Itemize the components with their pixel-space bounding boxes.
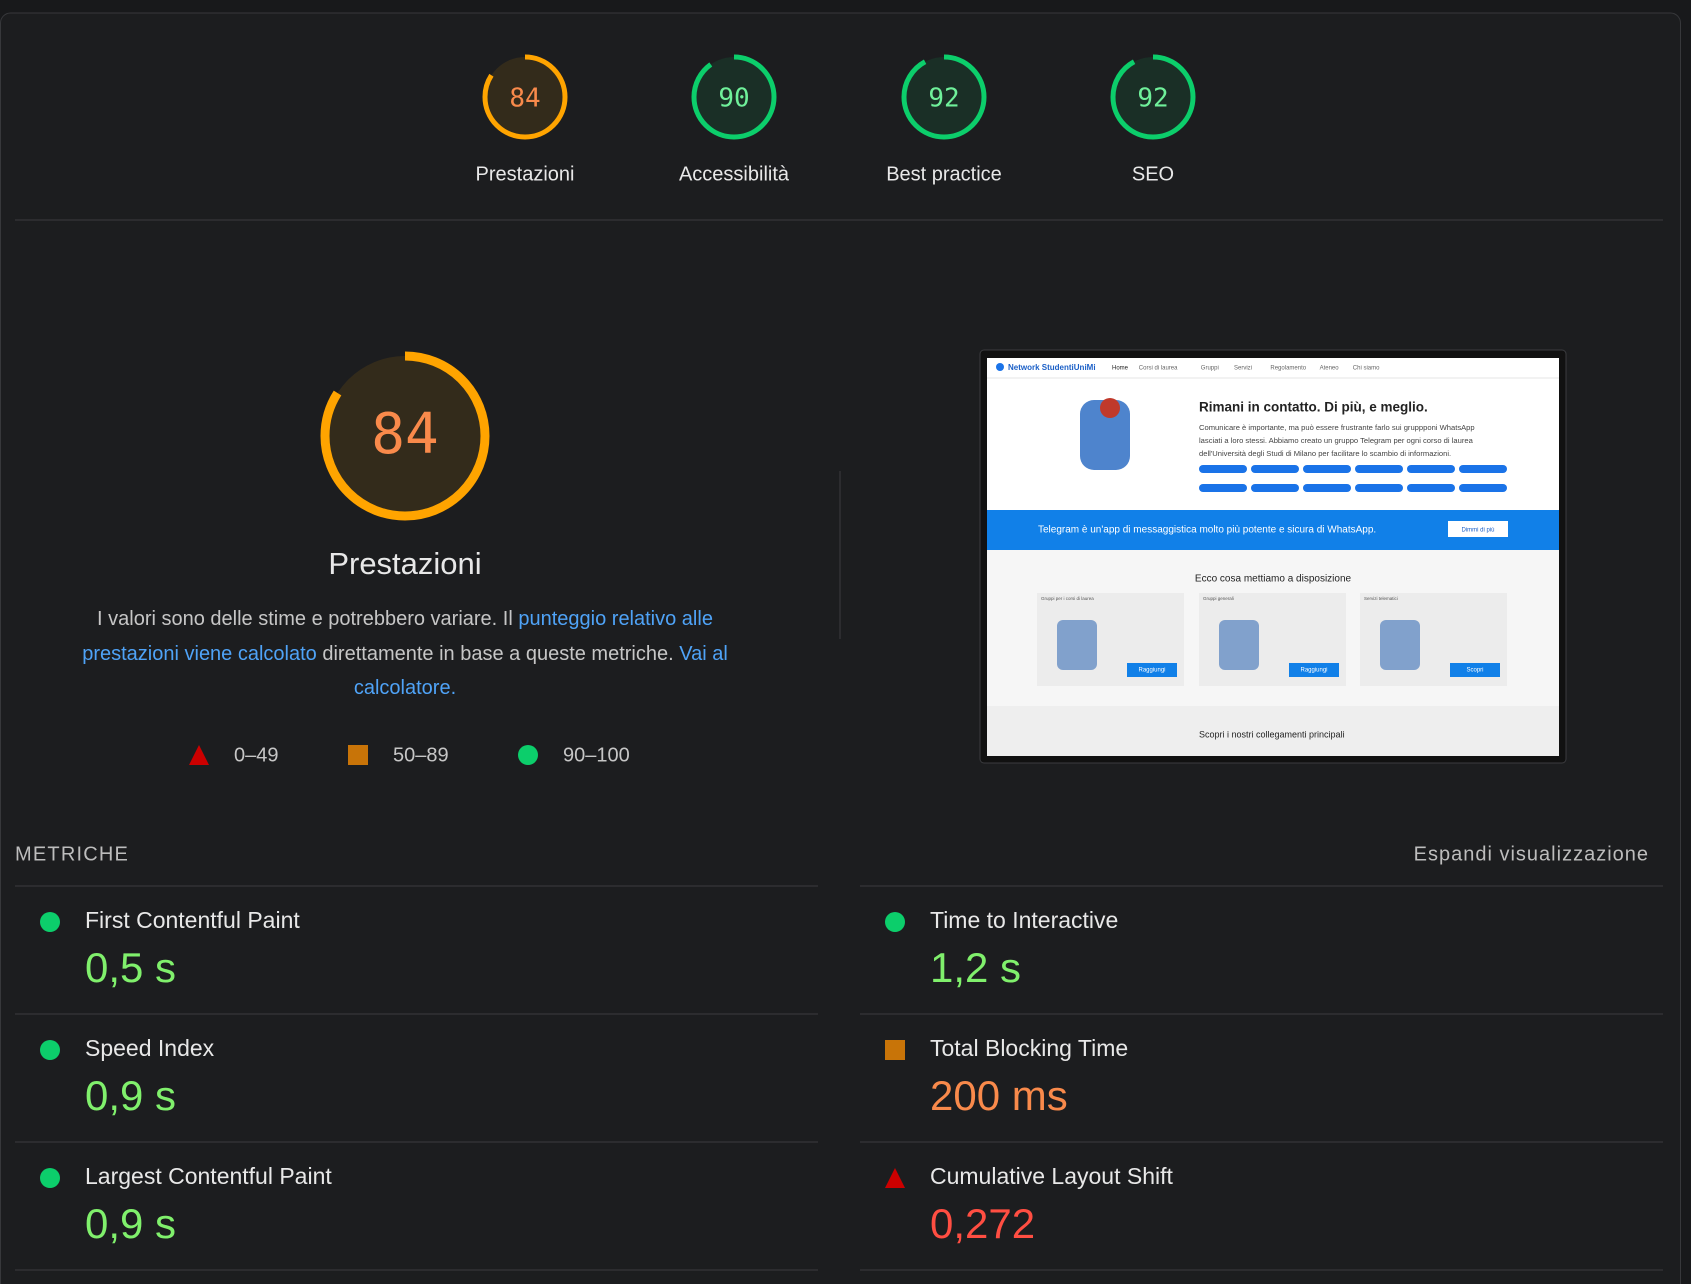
- gauge-label: Accessibilità: [679, 163, 790, 185]
- metric-value: 200 ms: [930, 1072, 1068, 1119]
- gauge-label: Best practice: [886, 163, 1002, 185]
- gauge-label: SEO: [1132, 163, 1174, 185]
- tag: [1303, 465, 1351, 473]
- gauge-score: 84: [509, 84, 540, 114]
- report-card: [0, 12, 1681, 1284]
- gauge-score: 90: [718, 84, 749, 114]
- tag: [1459, 484, 1507, 492]
- metric-name: Total Blocking Time: [930, 1035, 1128, 1061]
- tag: [1199, 484, 1247, 492]
- nav-item: Servizi: [1234, 366, 1252, 372]
- rating-icon: [40, 912, 60, 932]
- main-title: Prestazioni: [328, 546, 481, 581]
- brand: Network StudentiUniMi: [1008, 363, 1096, 372]
- hero-text: lasciati a loro stessi. Abbiamo creato u…: [1199, 436, 1474, 445]
- card-illustration: [1219, 620, 1259, 670]
- hero-heading: Rimani in contatto. Di più, e meglio.: [1199, 400, 1428, 415]
- card-tag: Servizi telematici: [1364, 596, 1398, 601]
- card-tag: Gruppi per i corsi di laurea: [1041, 596, 1094, 601]
- nav-item: Home: [1112, 366, 1129, 372]
- tag: [1251, 465, 1299, 473]
- rating-icon: [189, 745, 209, 765]
- text: direttamente in base a queste metriche.: [316, 642, 680, 665]
- gauge-label: Prestazioni: [476, 163, 575, 185]
- legend-label: 0–49: [234, 744, 279, 766]
- metric-value: 0,5 s: [85, 944, 176, 991]
- legend-label: 90–100: [563, 744, 630, 766]
- hero-text: Comunicare è importante, ma può essere f…: [1199, 423, 1475, 432]
- nav-item: Regolamento: [1270, 366, 1306, 372]
- description: I valori sono delle stime e potrebbero v…: [60, 602, 750, 706]
- card-button: [1127, 663, 1177, 677]
- metric-value: 0,9 s: [85, 1072, 176, 1119]
- section-title: Scopri i nostri collegamenti principali: [1199, 729, 1345, 739]
- hero-text: dell'Università degli Studi di Milano pe…: [1199, 449, 1451, 458]
- rating-icon: [885, 1168, 905, 1188]
- section-title: Ecco cosa mettiamo a disposizione: [1195, 574, 1352, 585]
- tag: [1251, 484, 1299, 492]
- banner-text: Telegram è un'app di messaggistica molto…: [1038, 525, 1376, 536]
- gauge-arc: [901, 54, 987, 140]
- text: I valori sono delle stime e potrebbero v…: [97, 608, 519, 630]
- card-illustration: [1057, 620, 1097, 670]
- gauge-score: 92: [928, 84, 959, 114]
- tag: [1407, 484, 1455, 492]
- rating-icon: [518, 745, 538, 765]
- card-illustration: [1380, 620, 1420, 670]
- tag: [1303, 484, 1351, 492]
- rating-icon: [40, 1040, 60, 1060]
- rating-icon: [348, 745, 368, 765]
- tag: [1199, 465, 1247, 473]
- gauge-arc: [1110, 54, 1196, 140]
- tag: [1355, 465, 1403, 473]
- gauge-score: 84: [371, 402, 438, 467]
- banner-button: [1448, 521, 1508, 537]
- card-button: [1450, 663, 1500, 677]
- metric-value: 1,2 s: [930, 944, 1021, 991]
- gauge-fill: [694, 57, 774, 137]
- gauge-fill: [904, 57, 984, 137]
- metric-name: First Contentful Paint: [85, 907, 300, 933]
- illustration: [1080, 400, 1130, 470]
- card-button-label: Scopri: [1466, 668, 1483, 674]
- nav-item: Ateneo: [1320, 366, 1340, 372]
- gauge-arc: [482, 54, 568, 140]
- brand-logo: [996, 363, 1004, 371]
- card-button: [1289, 663, 1339, 677]
- legend-label: 50–89: [393, 744, 449, 766]
- rating-icon: [885, 1040, 905, 1060]
- gauge-arc: [691, 54, 777, 140]
- rating-icon: [40, 1168, 60, 1188]
- tag: [1407, 465, 1455, 473]
- card-tag: Gruppi generali: [1203, 596, 1234, 601]
- metric-value: 0,9 s: [85, 1200, 176, 1247]
- nav-item: Corsi di laurea: [1139, 366, 1178, 372]
- gauge-arc: [320, 351, 490, 521]
- rating-icon: [885, 912, 905, 932]
- card-button-label: Raggiungi: [1138, 668, 1165, 674]
- banner-button-label: Dimmi di più: [1461, 528, 1494, 534]
- link[interactable]: punteggio relativo alle prestazioni vien…: [82, 608, 713, 665]
- metric-name: Largest Contentful Paint: [85, 1163, 332, 1189]
- gauge-fill: [485, 57, 565, 137]
- gauge-score: 92: [1137, 84, 1168, 114]
- gauge-fill: [325, 356, 485, 516]
- tag: [1459, 465, 1507, 473]
- expand-toggle[interactable]: Espandi visualizzazione: [1414, 843, 1649, 865]
- illustration: [1100, 398, 1120, 418]
- nav-item: Chi siamo: [1353, 366, 1380, 372]
- metric-name: Time to Interactive: [930, 907, 1118, 933]
- metrics-title: METRICHE: [15, 843, 129, 865]
- section: [987, 706, 1559, 756]
- tag: [1355, 484, 1403, 492]
- gauge-fill: [1113, 57, 1193, 137]
- metric-name: Speed Index: [85, 1035, 215, 1061]
- card-button-label: Raggiungi: [1300, 668, 1327, 674]
- metric-value: 0,272: [930, 1200, 1035, 1247]
- nav-item: Gruppi: [1201, 366, 1219, 372]
- metric-name: Cumulative Layout Shift: [930, 1163, 1174, 1189]
- link[interactable]: Vai al calcolatore.: [353, 642, 728, 700]
